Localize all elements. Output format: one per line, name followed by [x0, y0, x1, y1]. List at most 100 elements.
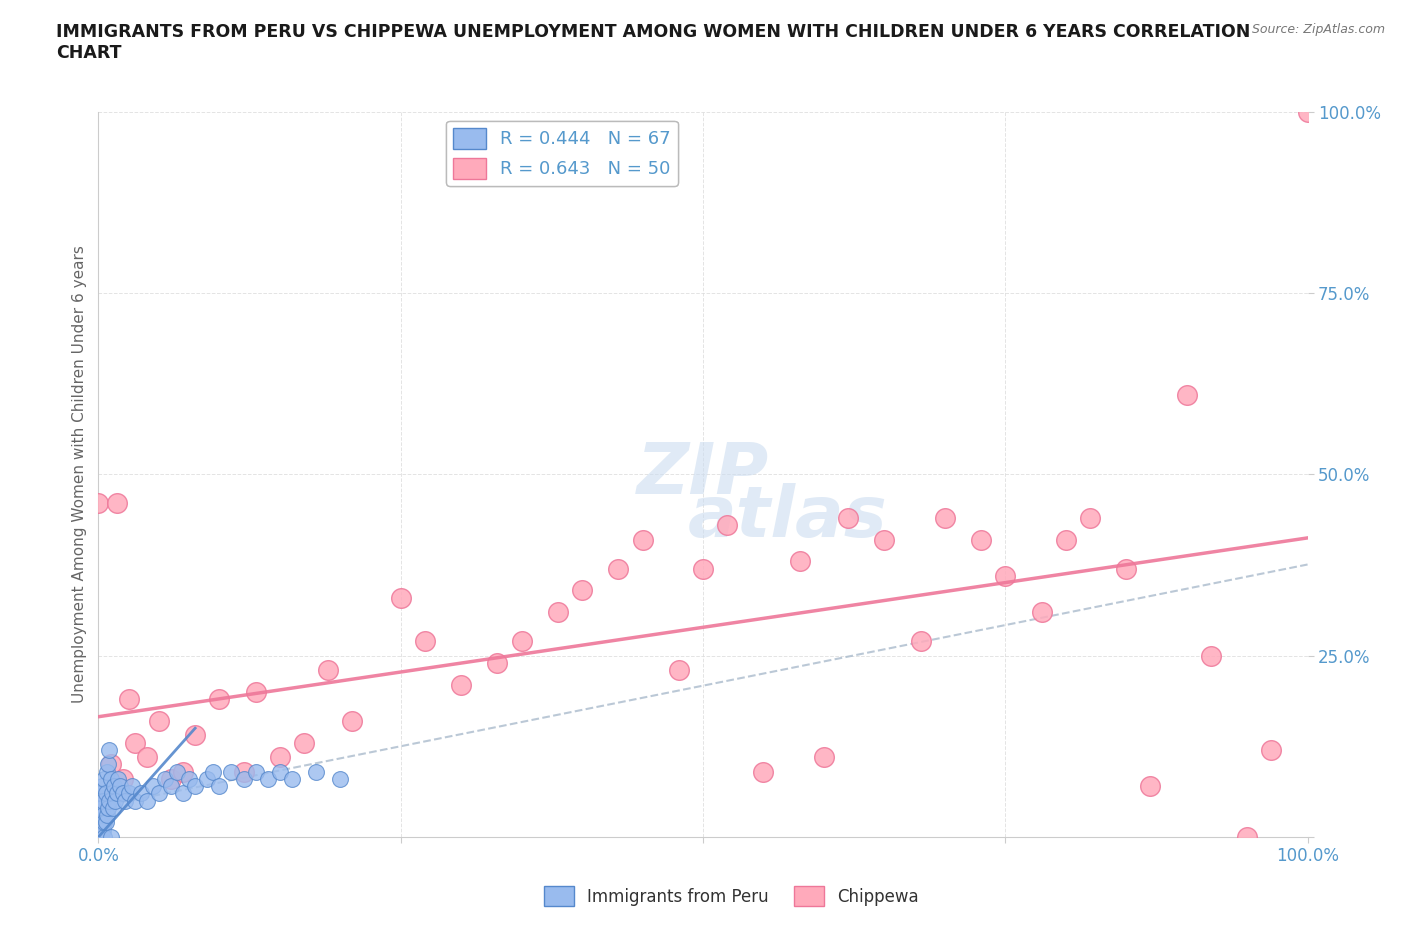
- Point: [148, 713, 170, 728]
- Text: IMMIGRANTS FROM PERU VS CHIPPEWA UNEMPLOYMENT AMONG WOMEN WITH CHILDREN UNDER 6 : IMMIGRANTS FROM PERU VS CHIPPEWA UNEMPLO…: [56, 23, 1250, 62]
- Point: [1054, 532, 1077, 547]
- Point: [184, 778, 207, 793]
- Point: [486, 656, 509, 671]
- Point: [98, 793, 121, 808]
- Point: [87, 793, 110, 808]
- Legend: Immigrants from Peru, Chippewa: Immigrants from Peru, Chippewa: [537, 880, 925, 912]
- Point: [232, 772, 254, 787]
- Point: [87, 830, 110, 844]
- Point: [1236, 830, 1258, 844]
- Point: [90, 830, 112, 844]
- Point: [232, 764, 254, 779]
- Point: [100, 786, 122, 801]
- Point: [118, 786, 141, 801]
- Point: [98, 742, 121, 757]
- Point: [160, 772, 183, 787]
- Point: [87, 793, 110, 808]
- Text: Source: ZipAtlas.com: Source: ZipAtlas.com: [1251, 23, 1385, 36]
- Point: [1199, 648, 1222, 663]
- Point: [135, 750, 157, 764]
- Point: [94, 786, 117, 801]
- Point: [245, 764, 267, 779]
- Point: [305, 764, 328, 779]
- Point: [100, 757, 122, 772]
- Point: [87, 822, 110, 837]
- Legend: R = 0.444   N = 67, R = 0.643   N = 50: R = 0.444 N = 67, R = 0.643 N = 50: [446, 121, 678, 186]
- Point: [111, 772, 134, 787]
- Point: [97, 757, 120, 772]
- Point: [873, 532, 896, 547]
- Point: [208, 692, 231, 707]
- Point: [121, 778, 143, 793]
- Point: [96, 808, 118, 823]
- Text: atlas: atlas: [688, 484, 887, 552]
- Point: [160, 778, 183, 793]
- Point: [221, 764, 243, 779]
- Point: [93, 772, 115, 787]
- Point: [89, 830, 111, 844]
- Point: [90, 786, 112, 801]
- Point: [256, 772, 278, 787]
- Point: [93, 830, 115, 844]
- Point: [129, 786, 152, 801]
- Point: [105, 786, 128, 801]
- Point: [1296, 104, 1319, 119]
- Point: [97, 801, 120, 816]
- Point: [118, 692, 141, 707]
- Point: [292, 736, 315, 751]
- Point: [571, 583, 593, 598]
- Point: [342, 713, 364, 728]
- Point: [269, 750, 291, 764]
- Point: [101, 801, 124, 816]
- Point: [631, 532, 654, 547]
- Point: [104, 793, 127, 808]
- Point: [1175, 387, 1198, 402]
- Point: [89, 801, 111, 816]
- Point: [281, 772, 304, 787]
- Point: [89, 815, 111, 830]
- Point: [934, 511, 956, 525]
- Point: [316, 663, 339, 678]
- Point: [94, 815, 117, 830]
- Point: [93, 815, 115, 830]
- Point: [91, 778, 114, 793]
- Point: [752, 764, 775, 779]
- Point: [114, 793, 136, 808]
- Point: [607, 561, 630, 576]
- Point: [105, 496, 128, 511]
- Point: [1078, 511, 1101, 525]
- Point: [179, 772, 201, 787]
- Point: [153, 772, 176, 787]
- Point: [124, 736, 146, 751]
- Point: [245, 684, 267, 699]
- Point: [87, 496, 110, 511]
- Point: [91, 793, 114, 808]
- Point: [135, 793, 157, 808]
- Point: [90, 808, 112, 823]
- Point: [1031, 604, 1053, 619]
- Point: [413, 633, 436, 648]
- Point: [184, 728, 207, 743]
- Point: [510, 633, 533, 648]
- Point: [87, 815, 110, 830]
- Point: [87, 808, 110, 823]
- Point: [837, 511, 859, 525]
- Y-axis label: Unemployment Among Women with Children Under 6 years: Unemployment Among Women with Children U…: [72, 246, 87, 703]
- Text: ZIP: ZIP: [637, 440, 769, 509]
- Point: [100, 830, 122, 844]
- Point: [269, 764, 291, 779]
- Point: [124, 793, 146, 808]
- Point: [148, 786, 170, 801]
- Point: [172, 764, 194, 779]
- Point: [970, 532, 993, 547]
- Point: [1260, 742, 1282, 757]
- Point: [389, 591, 412, 605]
- Point: [96, 764, 118, 779]
- Point: [329, 772, 352, 787]
- Point: [716, 518, 738, 533]
- Point: [910, 633, 932, 648]
- Point: [100, 772, 122, 787]
- Point: [547, 604, 569, 619]
- Point: [103, 778, 125, 793]
- Point: [91, 822, 114, 837]
